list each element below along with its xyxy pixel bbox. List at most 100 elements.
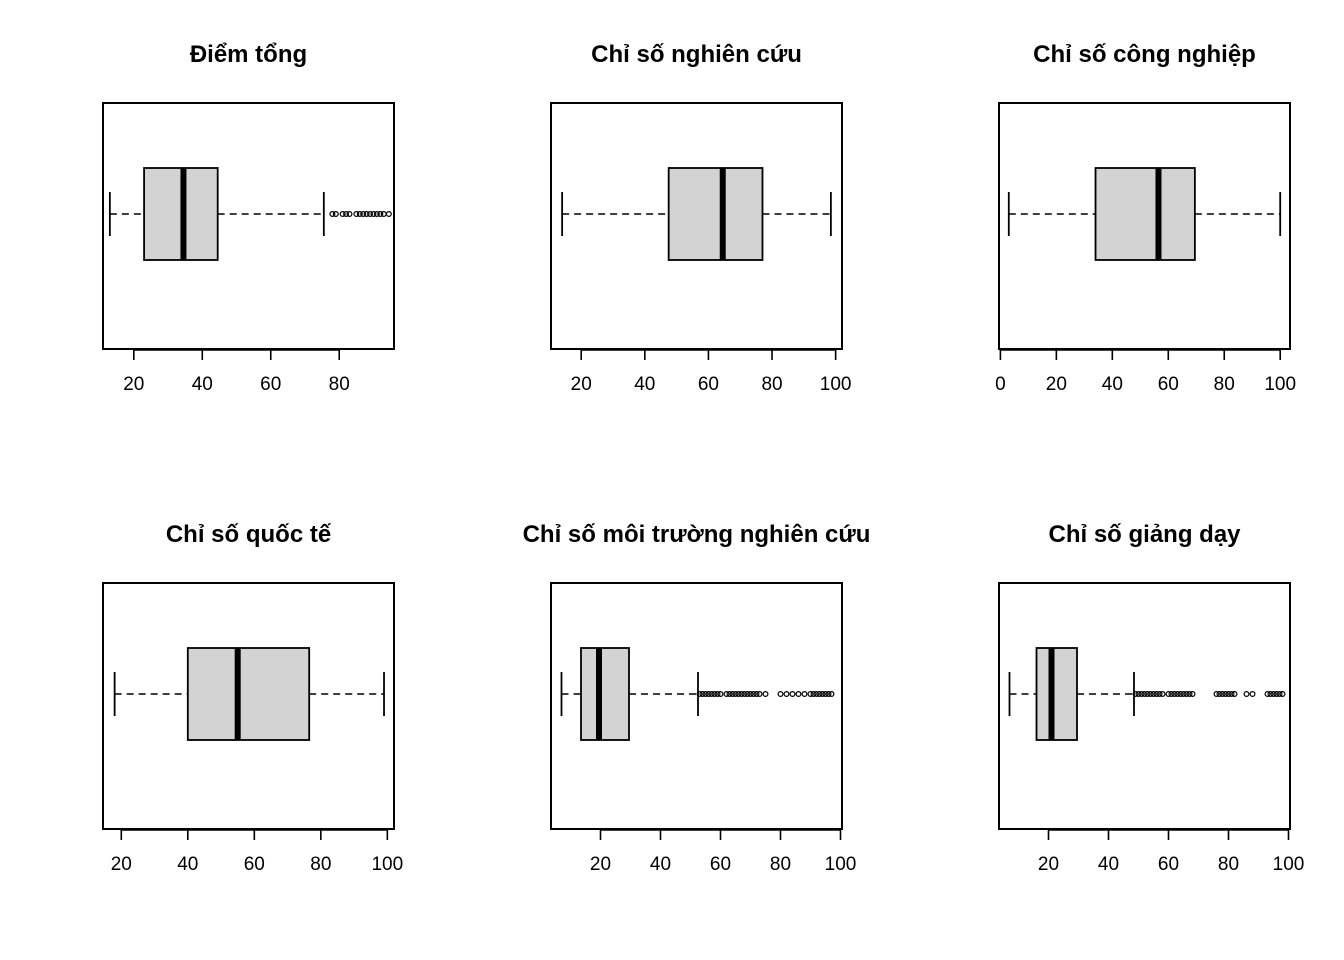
x-tick-label: 60 [260, 374, 281, 395]
outlier-point [380, 211, 387, 218]
x-tick-label: 20 [111, 854, 132, 875]
outlier-point [385, 211, 392, 218]
x-tick-label: 20 [1046, 374, 1067, 395]
outlier-point [705, 690, 712, 697]
outlier-point [777, 690, 784, 697]
outlier-point [370, 211, 377, 218]
panel-title: Chỉ số công nghiệp [1033, 41, 1256, 68]
outlier-point [1264, 690, 1271, 697]
panel-1: Điểm tổng 20 40 60 80 [102, 41, 395, 395]
outlier-point [825, 690, 832, 697]
outlier-point [717, 690, 724, 697]
x-tick-label: 80 [310, 854, 331, 875]
panel-title: Chỉ số quốc tế [166, 521, 332, 548]
outlier-point [1144, 690, 1151, 697]
outlier-point [735, 690, 742, 697]
outlier-point [1159, 690, 1166, 697]
outlier-point [747, 690, 754, 697]
plot-frame [998, 582, 1291, 830]
outlier-point [1165, 690, 1172, 697]
outlier-point [738, 690, 745, 697]
panel-title: Chỉ số nghiên cứu [591, 41, 802, 68]
x-tick-label: 100 [1264, 374, 1296, 395]
iqr-box [186, 647, 311, 741]
outlier-point [789, 690, 796, 697]
x-tick-label: 80 [1218, 854, 1239, 875]
x-tick-label: 80 [329, 374, 350, 395]
outlier-point [1279, 690, 1286, 697]
outlier-point [1177, 690, 1184, 697]
outlier-point [1171, 690, 1178, 697]
panel-3: Chỉ số công nghiệp 0 20 40 60 80 100 [995, 41, 1296, 395]
outlier-point [329, 211, 336, 218]
outlier-point [1222, 690, 1229, 697]
outlier-point [353, 211, 360, 218]
outlier-point [801, 690, 808, 697]
panel-6: Chỉ số giảng dạy 20 40 60 80 100 [998, 521, 1305, 875]
x-tick-label: 20 [1038, 854, 1059, 875]
x-tick-label: 40 [634, 374, 655, 395]
outlier-point [708, 690, 715, 697]
outlier-point [711, 690, 718, 697]
iqr-box [1094, 167, 1196, 261]
outlier-point [1180, 690, 1187, 697]
x-tick-label: 40 [1102, 374, 1123, 395]
outlier-point [741, 690, 748, 697]
x-tick-label: 100 [1273, 854, 1305, 875]
outlier-point [1183, 690, 1190, 697]
outlier-point [1249, 690, 1256, 697]
outlier-point [1135, 690, 1142, 697]
x-tick-label: 60 [710, 854, 731, 875]
outlier-point [810, 690, 817, 697]
x-tick-label: 0 [995, 374, 1006, 395]
x-tick-label: 40 [1098, 854, 1119, 875]
outlier-point [1168, 690, 1175, 697]
panel-4: Chỉ số quốc tế 20 40 60 80 100 [102, 521, 403, 875]
outlier-point [343, 211, 350, 218]
outlier-point [367, 211, 374, 218]
outlier-point [696, 690, 703, 697]
outlier-point [819, 690, 826, 697]
outlier-point [377, 211, 384, 218]
outlier-point [750, 690, 757, 697]
outlier-point [723, 690, 730, 697]
iqr-box [1035, 647, 1078, 741]
x-tick-label: 20 [590, 854, 611, 875]
outlier-point [816, 690, 823, 697]
x-tick-label: 40 [177, 854, 198, 875]
outlier-point [813, 690, 820, 697]
outlier-point [702, 690, 709, 697]
outlier-point [356, 211, 363, 218]
plot-frame [102, 102, 395, 350]
outlier-point [1147, 690, 1154, 697]
x-tick-label: 80 [761, 374, 782, 395]
outlier-point [1186, 690, 1193, 697]
plot-frame [102, 582, 395, 830]
x-tick-label: 60 [1158, 854, 1179, 875]
outlier-point [828, 690, 835, 697]
outlier-point [822, 690, 829, 697]
outlier-point [373, 211, 380, 218]
outlier-point [339, 211, 346, 218]
outlier-point [714, 690, 721, 697]
x-tick-label: 80 [1214, 374, 1235, 395]
outlier-point [1243, 690, 1250, 697]
outlier-point [1273, 690, 1280, 697]
outlier-point [1153, 690, 1160, 697]
x-tick-label: 40 [192, 374, 213, 395]
outlier-point [783, 690, 790, 697]
outlier-point [1141, 690, 1148, 697]
panel-2: Chỉ số nghiên cứu 20 40 60 80 100 [550, 41, 852, 395]
x-tick-label: 100 [820, 374, 852, 395]
plot-frame [998, 102, 1291, 350]
x-tick-label: 80 [770, 854, 791, 875]
outlier-point [795, 690, 802, 697]
x-tick-label: 20 [571, 374, 592, 395]
outlier-point [1225, 690, 1232, 697]
outlier-point [762, 690, 769, 697]
outlier-point [1216, 690, 1223, 697]
panel-title: Chỉ số môi trường nghiên cứu [523, 521, 871, 548]
outlier-point [1228, 690, 1235, 697]
panel-title: Điểm tổng [190, 41, 307, 68]
